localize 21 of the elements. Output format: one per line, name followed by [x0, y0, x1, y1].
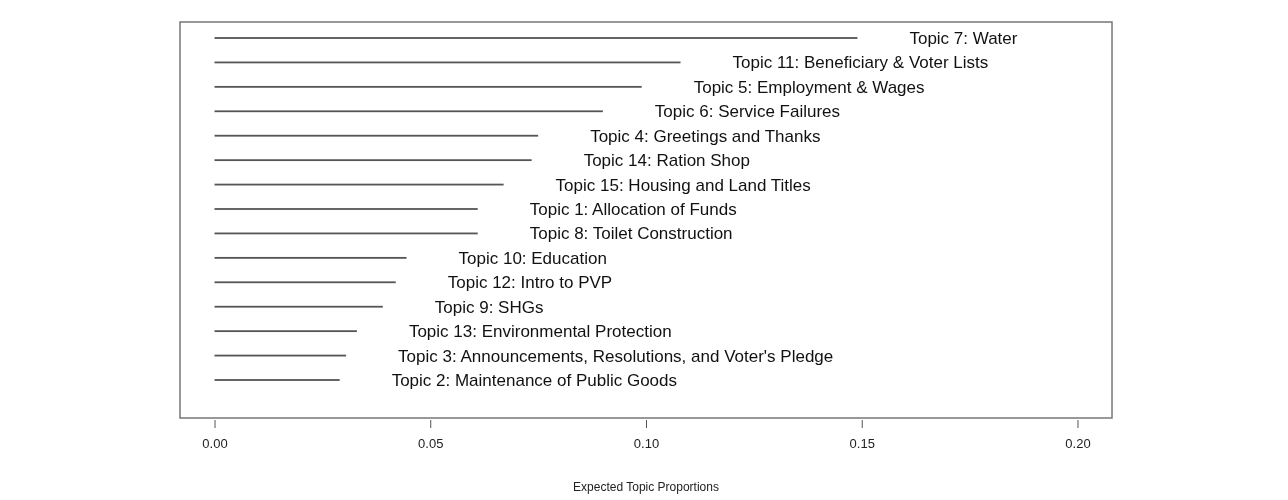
y-tick-label: Topic 10: Education: [458, 248, 607, 268]
y-tick-label: Topic 1: Allocation of Funds: [529, 199, 737, 219]
x-tick-label: 0.20: [1065, 435, 1091, 451]
y-tick-label: Topic 5: Employment & Wages: [693, 77, 925, 97]
y-tick-label: Topic 2: Maintenance of Public Goods: [391, 370, 678, 390]
y-tick-label: Topic 3: Announcements, Resolutions, and Voter's Pledge: [398, 346, 834, 366]
y-tick-label: Topic 14: Ration Shop: [583, 151, 750, 171]
y-tick-label: Topic 4: Greetings and Thanks: [590, 126, 821, 146]
y-tick-label: Topic 12: Intro to PVP: [447, 273, 613, 293]
x-tick-label: 0.00: [202, 435, 228, 451]
x-tick-label: 0.15: [849, 435, 875, 451]
y-tick-label: Topic 15: Housing and Land Titles: [555, 175, 811, 195]
y-tick-label: Topic 9: SHGs: [434, 297, 544, 317]
y-tick-label: Topic 11: Beneficiary & Voter Lists: [732, 53, 989, 73]
y-tick-label: Topic 8: Toilet Construction: [529, 224, 733, 244]
y-tick-label: Topic 13: Environmental Protection: [408, 322, 672, 342]
y-tick-label: Topic 7: Water: [909, 28, 1018, 48]
x-axis-title: Expected Topic Proportions: [573, 480, 719, 494]
x-tick-label: 0.10: [633, 435, 660, 451]
y-tick-label: Topic 6: Service Failures: [654, 102, 841, 122]
x-tick-label: 0.05: [418, 435, 444, 451]
